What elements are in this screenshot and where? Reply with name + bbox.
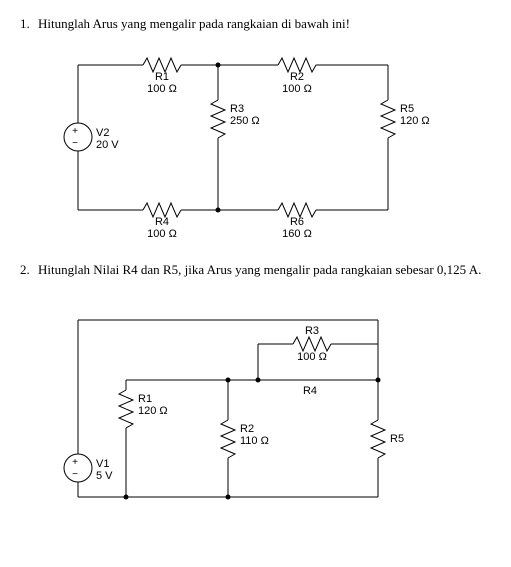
circuit1-v2-name: V2 <box>96 127 109 139</box>
circuit1-v2-value: 20 V <box>96 139 119 151</box>
circuit2-r1-value: 120 Ω <box>138 405 168 417</box>
circuit2-v1-plus: + <box>72 457 78 468</box>
circuit1-r3-value: 250 Ω <box>230 115 260 127</box>
circuit2-r5-name: R5 <box>390 433 404 445</box>
circuit1-r5-value: 120 Ω <box>400 115 430 127</box>
circuit1-v2-plus: + <box>72 126 78 137</box>
circuit-1: + − V2 20 V R1 100 Ω R2 100 Ω R3 250 Ω R… <box>48 40 491 244</box>
circuit1-r1-value: 100 Ω <box>147 83 177 95</box>
circuit1-r4-name: R4 <box>155 216 169 228</box>
circuit1-r2-name: R2 <box>290 71 304 83</box>
circuit2-r3-value: 100 Ω <box>297 351 327 363</box>
question-1-number: 1. <box>20 16 38 32</box>
circuit1-r6-value: 160 Ω <box>282 228 312 240</box>
circuit1-r3-name: R3 <box>230 103 244 115</box>
question-2-number: 2. <box>20 262 38 278</box>
circuit2-v1-name: V1 <box>96 458 109 470</box>
question-1: 1. Hitunglah Arus yang mengalir pada ran… <box>20 16 491 32</box>
circuit2-r2-name: R2 <box>240 423 254 435</box>
circuit-2: + − V1 5 V R1 120 Ω R2 110 Ω R3 100 Ω R4… <box>48 286 491 516</box>
circuit2-r4-name: R4 <box>303 385 317 397</box>
question-2-text: Hitunglah Nilai R4 dan R5, jika Arus yan… <box>38 262 491 278</box>
circuit1-r4-value: 100 Ω <box>147 228 177 240</box>
circuit2-v1-minus: − <box>72 469 78 480</box>
circuit1-r5-name: R5 <box>400 103 414 115</box>
circuit1-r1-name: R1 <box>155 71 169 83</box>
question-2: 2. Hitunglah Nilai R4 dan R5, jika Arus … <box>20 262 491 278</box>
circuit2-r1-name: R1 <box>138 393 152 405</box>
circuit2-r2-value: 110 Ω <box>240 435 269 447</box>
circuit1-r6-name: R6 <box>290 216 304 228</box>
circuit2-r3-name: R3 <box>305 325 319 337</box>
circuit2-v1-value: 5 V <box>96 470 113 482</box>
question-1-text: Hitunglah Arus yang mengalir pada rangka… <box>38 16 491 32</box>
circuit1-r2-value: 100 Ω <box>282 83 312 95</box>
circuit1-v2-minus: − <box>72 138 78 149</box>
